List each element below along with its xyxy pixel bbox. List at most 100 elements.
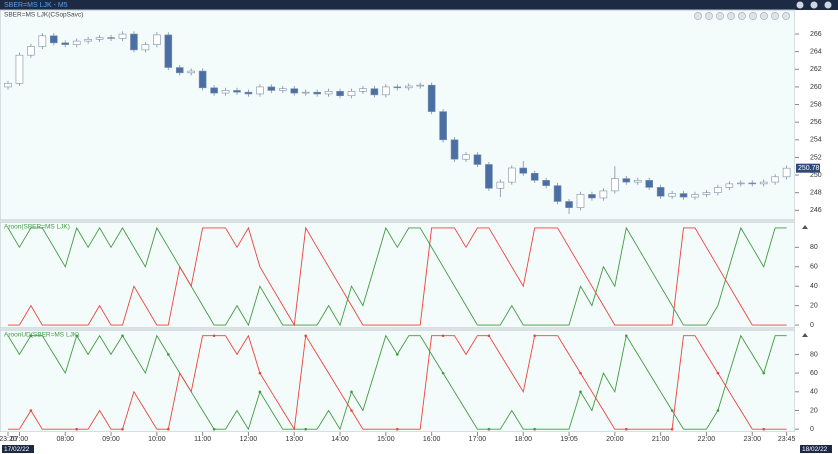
x-tick-label: 21:00 (652, 436, 670, 443)
y-tick-label: 262 (810, 66, 822, 73)
candle-body (38, 35, 47, 47)
aroon-panel (0, 221, 796, 329)
candle-body (164, 34, 173, 68)
indicator-marker (167, 353, 170, 356)
toolbar-button[interactable] (782, 12, 790, 20)
candle-body (599, 190, 608, 199)
x-tick-label: 16:00 (423, 436, 441, 443)
candle-body (507, 167, 516, 183)
y-tick-label: 256 (810, 119, 822, 126)
candle-body (691, 194, 699, 198)
x-tick-label: 15:00 (377, 436, 395, 443)
window-button[interactable] (824, 1, 832, 9)
toolbar-button[interactable] (705, 12, 713, 20)
y-tick-label: 264 (810, 49, 822, 56)
candle-body (278, 88, 287, 91)
x-tick-label: 13:00 (285, 436, 303, 443)
candle-body (519, 167, 528, 174)
candle-body (153, 34, 161, 45)
time-axis (0, 432, 838, 454)
indicator-marker (304, 427, 308, 431)
collapse-icon[interactable] (802, 225, 808, 229)
price-panel (0, 9, 796, 221)
toolbar-button[interactable] (727, 12, 735, 20)
y-tick-label: 266 (810, 31, 822, 38)
toolbar-button[interactable] (771, 12, 779, 20)
y-tick-label: 250 (810, 172, 822, 179)
x-tick-label: 20:00 (606, 436, 624, 443)
candle-body (542, 180, 550, 186)
chart-title: AroonUD(SBER=MS LJK) (4, 332, 79, 339)
toolbar (694, 12, 790, 20)
collapse-icon[interactable] (802, 333, 808, 337)
candle-body (393, 86, 402, 89)
toolbar-button[interactable] (716, 12, 724, 20)
last-price-box (796, 163, 820, 173)
y-tick-label: 80 (810, 351, 818, 358)
candle-body (679, 193, 688, 198)
indicator-marker (258, 371, 262, 375)
candle-body (49, 35, 58, 44)
indicator-marker (396, 427, 399, 431)
x-tick-label: 09:00 (102, 436, 120, 443)
candle-body (714, 187, 722, 193)
candle-body (221, 90, 230, 94)
indicator-marker (762, 427, 765, 431)
y-tick-label: 258 (810, 101, 822, 108)
indicator-marker (396, 353, 399, 356)
candle-body (72, 40, 81, 45)
y-tick-label: 260 (810, 84, 822, 91)
candle-body (736, 182, 745, 185)
indicator-marker (258, 390, 262, 394)
x-tick-label: 14:00 (331, 436, 349, 443)
x-tick-label: 08:00 (56, 436, 74, 443)
candle-body (301, 91, 310, 94)
x-tick-label: 07:00 (11, 436, 29, 443)
toolbar-button[interactable] (749, 12, 757, 20)
x-tick-label: 11:00 (194, 436, 211, 443)
date-label: 17/02/22 (4, 446, 30, 453)
indicator-marker (350, 409, 353, 412)
candle-body (267, 86, 276, 91)
candle-body (782, 167, 791, 178)
candle-body (759, 181, 768, 185)
y-tick-label: 60 (810, 264, 818, 271)
candle-body (198, 70, 207, 89)
indicator-marker (350, 390, 353, 394)
toolbar-button[interactable] (694, 12, 702, 20)
last-price-label: 250.78 (798, 165, 820, 172)
indicator-marker (670, 427, 674, 431)
indicator-marker (625, 427, 628, 431)
candle-body (668, 193, 676, 197)
indicator-marker (716, 409, 720, 412)
candle-body (130, 33, 138, 51)
indicator-marker (121, 427, 124, 431)
window-button[interactable] (796, 1, 804, 9)
candle-body (702, 192, 711, 195)
chart-title: Aroon(SBER=MS LJK) (4, 224, 70, 231)
x-tick-label: 19:05 (560, 436, 578, 443)
indicator-marker (487, 427, 491, 431)
candle-body (27, 46, 35, 56)
candle-body (256, 86, 264, 95)
candle-body (187, 70, 195, 74)
indicator-marker (75, 427, 78, 431)
candle-body (771, 176, 779, 183)
indicator-marker (121, 334, 124, 338)
candle-body (485, 164, 493, 189)
y-tick-label: 40 (810, 283, 818, 290)
window-button[interactable] (810, 1, 818, 9)
toolbar-button[interactable] (760, 12, 768, 20)
candle-body (210, 87, 218, 94)
y-tick-label: 20 (810, 302, 818, 309)
candle-body (336, 91, 344, 97)
indicator-marker (167, 427, 170, 431)
indicator-marker (762, 371, 765, 375)
date-box (800, 445, 832, 453)
candle-body (118, 33, 127, 39)
candle-body (450, 139, 459, 160)
x-tick-label: 18:00 (514, 436, 532, 443)
x-tick-label: 12:00 (240, 436, 258, 443)
toolbar-button[interactable] (738, 12, 746, 20)
indicator-marker (625, 334, 628, 338)
